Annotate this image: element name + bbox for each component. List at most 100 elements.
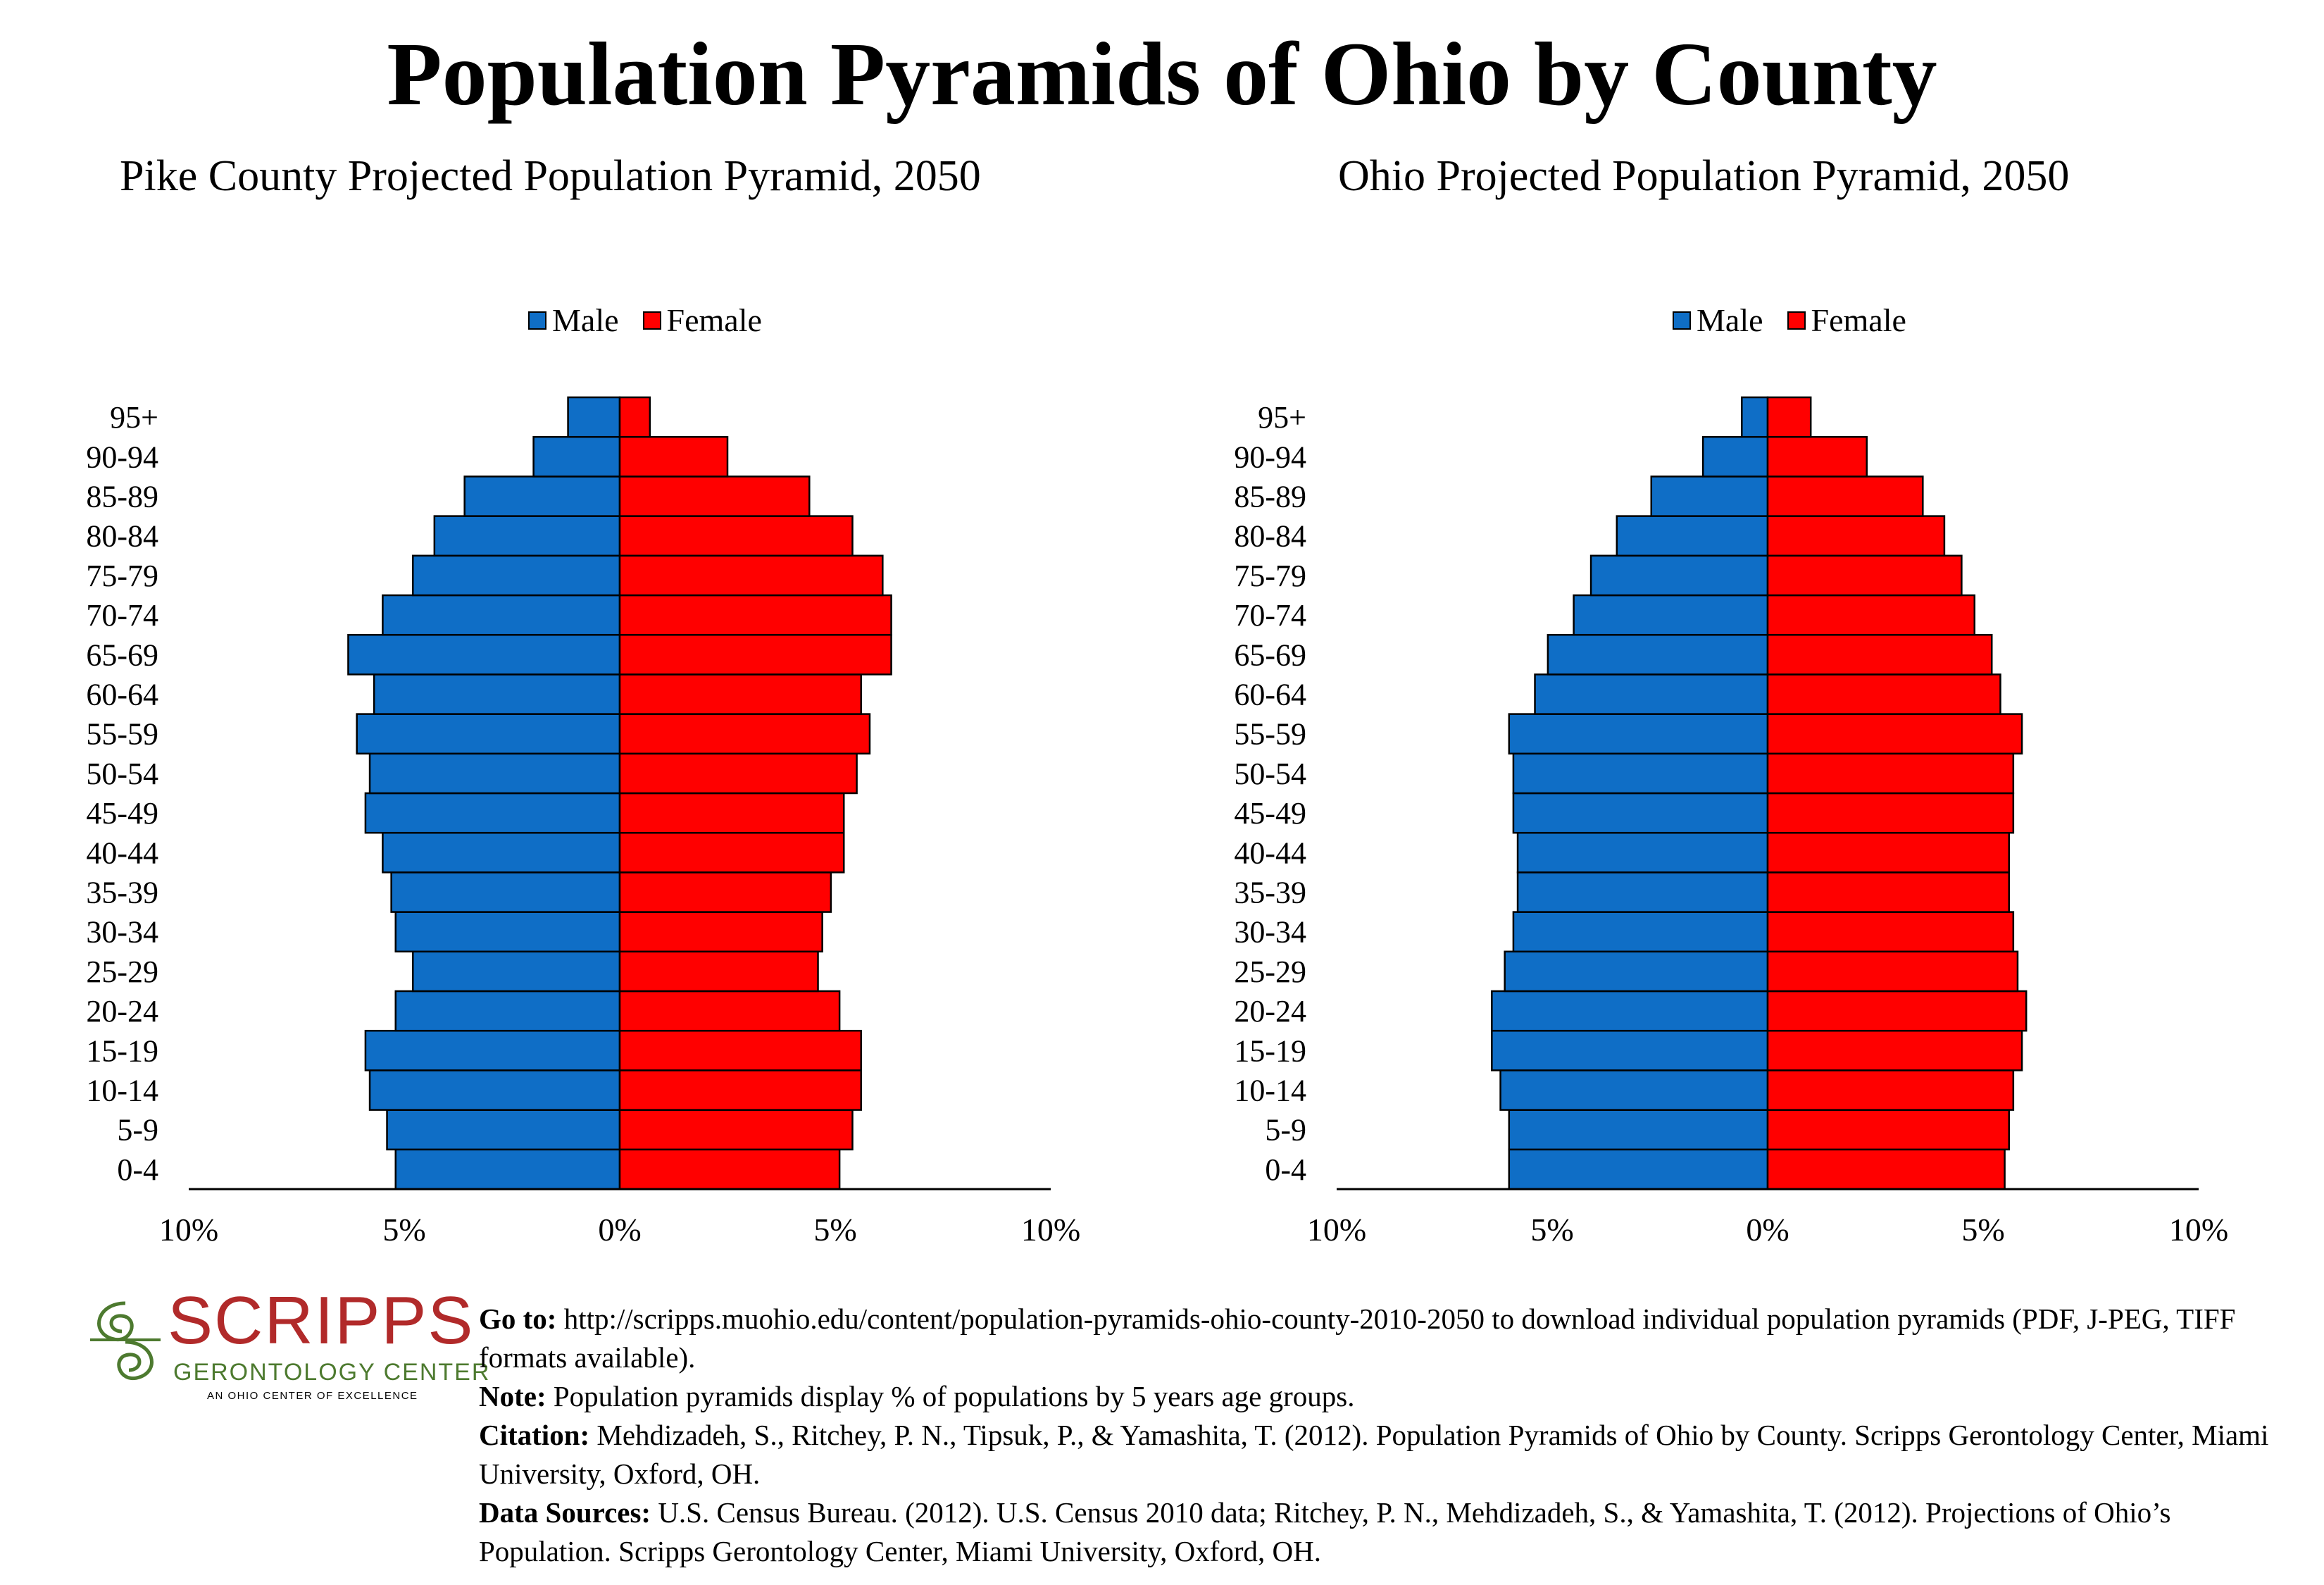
age-label: 0-4 <box>117 1152 158 1187</box>
bar-male-20-24 <box>1491 990 1769 1032</box>
legend-female-swatch <box>1787 311 1806 330</box>
x-tick-label: 0% <box>598 1212 641 1248</box>
age-label: 80-84 <box>86 519 158 554</box>
bar-female-70-74 <box>1766 594 1976 636</box>
bar-male-40-44 <box>382 831 621 874</box>
footer-sources: Data Sources: U.S. Census Bureau. (2012)… <box>479 1496 2171 1567</box>
x-tick-label: 5% <box>382 1212 425 1248</box>
age-label: 5-9 <box>1265 1113 1306 1148</box>
x-tick-label: 5% <box>813 1212 856 1248</box>
x-tick-label: 10% <box>1307 1212 1366 1248</box>
bar-female-30-34 <box>618 911 823 953</box>
pike-legend: Male Female <box>528 299 762 342</box>
bar-female-95+ <box>618 396 651 438</box>
bar-female-0-4 <box>1766 1148 2006 1191</box>
bar-female-90-94 <box>618 435 729 478</box>
bar-female-80-84 <box>618 515 854 557</box>
age-label: 85-89 <box>86 480 158 514</box>
bar-male-75-79 <box>1589 554 1769 597</box>
age-label: 90-94 <box>86 440 158 474</box>
bar-female-20-24 <box>1766 990 2028 1032</box>
bar-male-70-74 <box>382 594 621 636</box>
age-label: 20-24 <box>86 994 158 1028</box>
bar-female-65-69 <box>618 633 892 676</box>
bar-female-90-94 <box>1766 435 1868 478</box>
bar-male-15-19 <box>1491 1029 1769 1071</box>
bar-female-40-44 <box>618 831 845 874</box>
bar-female-10-14 <box>618 1069 862 1111</box>
x-tick-label: 5% <box>1961 1212 2004 1248</box>
bar-female-85-89 <box>1766 476 1924 517</box>
bar-male-90-94 <box>532 435 621 478</box>
ohio-chart-title: Ohio Projected Population Pyramid, 2050 <box>1338 152 2070 200</box>
x-tick-label: 5% <box>1530 1212 1573 1248</box>
age-label: 55-59 <box>1234 717 1306 752</box>
age-label: 65-69 <box>86 638 158 672</box>
bar-male-75-79 <box>411 554 621 597</box>
bar-male-35-39 <box>390 871 621 913</box>
page-title: Population Pyramids of Ohio by County <box>387 24 1937 124</box>
age-label: 95+ <box>1258 400 1306 435</box>
age-label: 30-34 <box>1234 915 1306 950</box>
bar-female-60-64 <box>618 673 862 715</box>
bar-male-95+ <box>567 396 621 438</box>
bar-female-55-59 <box>1766 713 2023 755</box>
age-label: 15-19 <box>86 1033 158 1068</box>
bar-female-10-14 <box>1766 1069 2015 1111</box>
bar-male-50-54 <box>368 752 621 795</box>
bar-female-55-59 <box>618 713 871 755</box>
bar-male-60-64 <box>1534 673 1769 715</box>
bar-male-65-69 <box>347 633 621 676</box>
age-label: 70-74 <box>1234 598 1306 633</box>
age-label: 50-54 <box>1234 757 1306 791</box>
legend-female-swatch <box>642 311 661 330</box>
bar-male-45-49 <box>364 792 621 834</box>
bar-male-35-39 <box>1516 871 1769 913</box>
legend-male-swatch <box>1673 311 1691 330</box>
bar-female-70-74 <box>618 594 892 636</box>
age-label: 30-34 <box>86 915 158 950</box>
pike-chart-title: Pike County Projected Population Pyramid… <box>120 152 981 200</box>
bar-male-10-14 <box>1499 1069 1769 1111</box>
x-tick-label: 10% <box>159 1212 218 1248</box>
age-label: 35-39 <box>1234 876 1306 910</box>
bar-male-5-9 <box>1508 1109 1769 1151</box>
age-label: 45-49 <box>1234 796 1306 831</box>
legend-female-label: Female <box>1811 302 1906 338</box>
age-label: 25-29 <box>1234 955 1306 989</box>
bar-female-0-4 <box>618 1148 841 1191</box>
bar-male-25-29 <box>411 950 621 993</box>
bar-female-95+ <box>1766 396 1812 438</box>
bar-male-15-19 <box>364 1029 621 1071</box>
bar-female-60-64 <box>1766 673 2001 715</box>
age-label: 65-69 <box>1234 638 1306 672</box>
age-label: 80-84 <box>1234 519 1306 554</box>
age-label: 75-79 <box>86 559 158 593</box>
bar-female-35-39 <box>618 871 832 913</box>
bar-female-45-49 <box>1766 792 2015 834</box>
footer-citation: Citation: Mehdizadeh, S., Ritchey, P. N.… <box>479 1419 2269 1490</box>
legend-male-swatch <box>528 311 546 330</box>
bar-male-10-14 <box>368 1069 621 1111</box>
bar-female-5-9 <box>618 1109 854 1151</box>
x-tick-label: 10% <box>2169 1212 2228 1248</box>
age-label: 5-9 <box>117 1113 158 1148</box>
age-label: 10-14 <box>1234 1074 1306 1108</box>
age-label: 75-79 <box>1234 559 1306 593</box>
age-label: 60-64 <box>1234 678 1306 712</box>
age-label: 95+ <box>110 400 158 435</box>
bar-female-25-29 <box>618 950 819 993</box>
bar-male-30-34 <box>394 911 621 953</box>
bar-male-5-9 <box>386 1109 621 1151</box>
ohio-legend: Male Female <box>1673 299 1906 342</box>
age-label: 45-49 <box>86 796 158 831</box>
logo-subtitle: GERONTOLOGY CENTER <box>173 1359 491 1386</box>
age-label: 70-74 <box>86 598 158 633</box>
bar-female-35-39 <box>1766 871 2010 913</box>
age-label: 90-94 <box>1234 440 1306 474</box>
bar-female-65-69 <box>1766 633 1993 676</box>
age-label: 55-59 <box>86 717 158 752</box>
age-label: 10-14 <box>86 1074 158 1108</box>
age-label: 15-19 <box>1234 1033 1306 1068</box>
bar-male-0-4 <box>1508 1148 1769 1191</box>
